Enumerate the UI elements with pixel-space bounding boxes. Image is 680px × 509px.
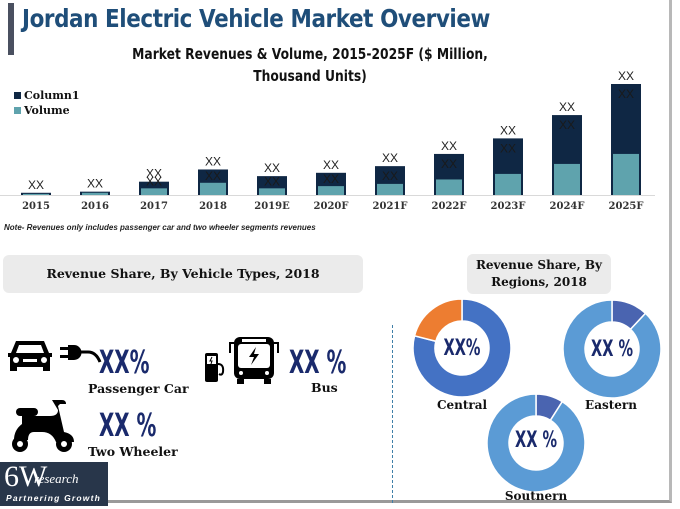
eastern-share: XX % bbox=[590, 337, 633, 362]
company-logo: 6W research Partnering Growth bbox=[0, 462, 108, 506]
bar-volume bbox=[318, 186, 344, 195]
legend-item-volume: Volume bbox=[14, 103, 80, 118]
donut-southern bbox=[486, 393, 586, 493]
passenger-car-label: Passenger Car bbox=[88, 381, 189, 396]
donut-segment-other bbox=[413, 298, 463, 343]
bus-share: XX % bbox=[289, 343, 347, 381]
x-tick-label: 2018 bbox=[199, 201, 227, 212]
bar-volume bbox=[200, 182, 226, 195]
data-label-total: XX bbox=[87, 177, 103, 191]
central-label: Central bbox=[436, 398, 488, 412]
legend-item-column1: Column1 bbox=[14, 88, 80, 103]
bar-volume bbox=[259, 188, 285, 195]
legend-swatch-volume bbox=[14, 107, 21, 114]
page-title: Jordan Electric Vehicle Market Overview bbox=[22, 4, 490, 33]
x-tick-label: 2023F bbox=[491, 201, 526, 212]
car-icon bbox=[8, 341, 52, 371]
data-label-total: XX bbox=[618, 69, 634, 83]
logo-tagline: Partnering Growth bbox=[6, 493, 102, 503]
bar-volume bbox=[377, 183, 403, 195]
data-label-inner: XX bbox=[500, 141, 516, 155]
x-tick-label: 2024F bbox=[550, 201, 585, 212]
x-tick-label: 2025F bbox=[609, 201, 644, 212]
chart-title: Market Revenues & Volume, 2015-2025F ($ … bbox=[132, 45, 488, 85]
charging-station-icon bbox=[205, 353, 225, 382]
data-label-inner: XX bbox=[618, 87, 634, 101]
bar-volume bbox=[495, 173, 521, 195]
data-label-total: XX bbox=[28, 178, 44, 192]
passenger-car-share: XX% bbox=[99, 343, 150, 381]
data-label-total: XX bbox=[205, 154, 221, 168]
data-label-total: XX bbox=[559, 100, 575, 114]
southern-label: Soutnern bbox=[504, 489, 568, 503]
data-label-inner: XX bbox=[264, 174, 280, 188]
x-tick-label: 2016 bbox=[81, 201, 109, 212]
scooter-icon bbox=[12, 400, 74, 452]
logo-main: 6W bbox=[4, 460, 48, 493]
data-label-inner: XX bbox=[323, 172, 339, 186]
data-label-inner: XX bbox=[205, 169, 221, 183]
eastern-label: Eastern bbox=[585, 398, 637, 412]
southern-share: XX % bbox=[514, 428, 557, 453]
data-label-total: XX bbox=[264, 161, 280, 175]
data-label-total: XX bbox=[500, 123, 516, 137]
bar-volume bbox=[613, 153, 639, 195]
data-label-total: XX bbox=[382, 151, 398, 165]
data-label-inner: XX bbox=[441, 157, 457, 171]
x-tick-label: 2021F bbox=[373, 201, 408, 212]
electric-bus-icon bbox=[229, 337, 279, 384]
x-tick-label: 2022F bbox=[432, 201, 467, 212]
donut-segment-main bbox=[486, 393, 586, 493]
data-label-total: XX bbox=[323, 158, 339, 172]
donut-segment-main bbox=[562, 299, 662, 399]
donut-central bbox=[412, 298, 512, 398]
regions-heading: Revenue Share, By Regions, 2018 bbox=[467, 254, 611, 294]
bus-label: Bus bbox=[311, 380, 338, 395]
data-label-total: XX bbox=[441, 139, 457, 153]
bar-volume bbox=[554, 163, 580, 195]
title-accent-bar bbox=[8, 3, 14, 55]
x-tick-label: 2017 bbox=[140, 201, 168, 212]
plug-icon bbox=[60, 345, 102, 363]
legend-label-volume: Volume bbox=[24, 104, 70, 117]
legend-swatch-column1 bbox=[14, 92, 21, 99]
bar-volume bbox=[436, 179, 462, 195]
bar-chart: XX2015XX2016XXXX2017XXXX2018XXXX2019EXXX… bbox=[0, 69, 655, 212]
bar-volume bbox=[23, 193, 49, 195]
x-tick-label: 2020F bbox=[314, 201, 349, 212]
section-divider bbox=[392, 325, 393, 503]
two-wheeler-label: Two Wheeler bbox=[88, 444, 178, 459]
data-label-total: XX bbox=[146, 167, 162, 181]
donut-eastern bbox=[562, 299, 662, 399]
x-tick-label: 2019E bbox=[254, 201, 290, 212]
chart-note: Note- Revenues only includes passenger c… bbox=[4, 223, 316, 232]
logo-sub: research bbox=[34, 471, 79, 486]
data-label-inner: XX bbox=[559, 118, 575, 132]
legend-label-column1: Column1 bbox=[24, 89, 80, 102]
vehicle-types-heading: Revenue Share, By Vehicle Types, 2018 bbox=[3, 255, 363, 293]
two-wheeler-share: XX % bbox=[99, 406, 157, 444]
data-label-inner: XX bbox=[382, 169, 398, 183]
data-label-inner: XX bbox=[146, 174, 162, 188]
central-share: XX% bbox=[443, 336, 481, 361]
bar-volume bbox=[141, 188, 167, 195]
donut-segment-main bbox=[412, 298, 512, 398]
x-tick-label: 2015 bbox=[22, 201, 50, 212]
chart-legend: Column1 Volume bbox=[14, 88, 80, 118]
bar-volume bbox=[82, 192, 108, 195]
